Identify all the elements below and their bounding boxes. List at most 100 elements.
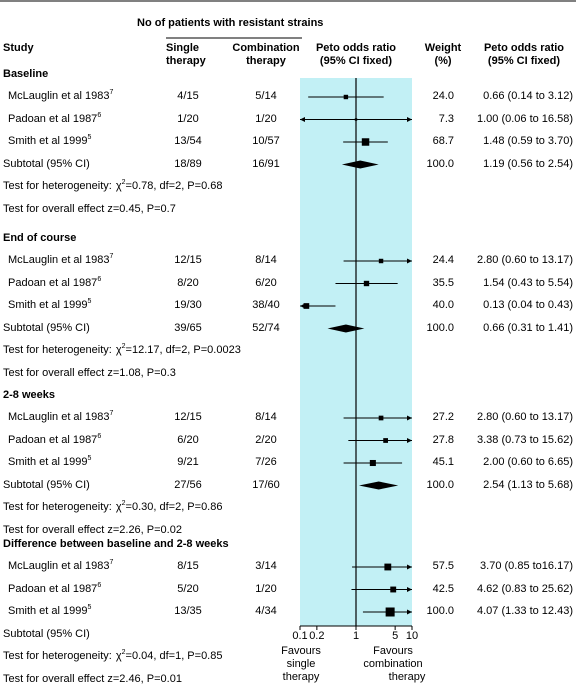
weight-value: 24.0 — [432, 90, 454, 102]
weight-value: 68.7 — [432, 135, 454, 147]
subtotal-single-count: 27/56 — [174, 478, 202, 491]
study-reference: 6 — [97, 432, 102, 440]
patients-column-header: No of patients with resistant strains — [137, 17, 324, 29]
chi-symbol: χ — [115, 180, 122, 192]
study-name: Smith et al 19995 — [8, 604, 92, 617]
subtotal-combination-count: 52/74 — [252, 321, 280, 334]
subtotal-ci-text: 1.19 (0.56 to 2.54) — [483, 157, 573, 170]
single-count: 5/20 — [177, 582, 199, 595]
study-reference: 7 — [109, 410, 114, 417]
odds-ratio-plot-header-line2: (95% CI fixed) — [319, 55, 393, 67]
single-count: 8/20 — [177, 276, 199, 289]
single-count: 13/35 — [174, 605, 202, 617]
study-name: Smith et al 19995 — [8, 134, 92, 147]
heterogeneity-stats: =12.17, df=2, P=0.0023 — [125, 344, 241, 356]
heterogeneity-test: Test for heterogeneity: χ2=0.78, df=2, P=… — [3, 179, 223, 193]
study-right-arrow — [407, 438, 412, 443]
subtotal-label: Subtotal (95% CI) — [3, 157, 90, 170]
study-right-arrow — [407, 564, 412, 570]
subtotal-diamond — [358, 481, 399, 490]
odds-ratio-ci-text: 1.00 (0.06 to 16.58) — [476, 112, 573, 125]
heterogeneity-stats: =0.04, df=1, P=0.85 — [125, 650, 223, 662]
study-name: Padoan et al 19876 — [8, 111, 102, 125]
study-name: McLauglin et al 19837 — [8, 89, 114, 102]
heterogeneity-prefix: Test for heterogeneity: — [3, 344, 112, 356]
weight-header-line2: (%) — [434, 55, 452, 67]
weight-value: 24.4 — [432, 254, 454, 266]
odds-ratio-ci-text: 0.66 (0.14 to 3.12) — [483, 90, 573, 102]
subtotal-ci-text: 0.66 (0.31 to 1.41) — [483, 321, 573, 334]
chi-square-exponent: 2 — [121, 649, 126, 656]
subtotal-label: Subtotal (95% CI) — [3, 627, 90, 640]
chi-symbol: χ — [115, 501, 122, 513]
odds-ratio-ci-text: 2.80 (0.60 to 13.17) — [476, 254, 573, 266]
study-right-arrow — [407, 117, 412, 122]
subtotal-weight: 100.0 — [426, 478, 454, 491]
single-header-line1: Single — [166, 42, 200, 54]
weight-header-line1: Weight — [424, 42, 462, 54]
study-reference: 7 — [109, 559, 114, 566]
heterogeneity-test: Test for heterogeneity: χ2=0.30, df=2, P=… — [3, 500, 223, 514]
combination-header-line2: therapy — [246, 55, 286, 67]
chi-symbol: χ — [115, 344, 122, 356]
odds-ratio-plot-header-line1: Peto odds ratio — [315, 42, 397, 54]
overall-effect-test: Test for overall effect z=0.45, P=0.7 — [3, 202, 176, 215]
combination-count: 38/40 — [252, 299, 280, 311]
subtotal-diamond — [327, 324, 365, 333]
weight-value: 40.0 — [432, 299, 454, 311]
x-tick-label: 5 — [392, 630, 399, 642]
favours-single-line1: Favours — [281, 645, 321, 657]
study-right-arrow — [407, 415, 412, 421]
combination-count: 8/14 — [255, 411, 277, 423]
favours-combination-line3: therapy — [388, 671, 426, 683]
study-reference: 7 — [109, 89, 114, 96]
single-count: 6/20 — [177, 433, 199, 446]
heterogeneity-stats: =0.78, df=2, P=0.68 — [125, 180, 223, 192]
subtotal-ci-text: 2.54 (1.13 to 5.68) — [483, 478, 573, 491]
weight-value: 7.3 — [438, 112, 454, 125]
combination-count: 3/14 — [255, 560, 277, 572]
odds-ratio-ci-text: 0.13 (0.04 to 0.43) — [483, 299, 573, 311]
single-therapy-header: Single therapy — [166, 42, 206, 68]
odds-ratio-ci-text: 2.80 (0.60 to 13.17) — [476, 411, 573, 423]
favours-combination-label: Favours combination therapy — [353, 645, 433, 684]
heterogeneity-prefix: Test for heterogeneity: — [3, 180, 112, 192]
combination-count: 1/20 — [255, 582, 277, 595]
favours-combination-line2: combination — [363, 658, 423, 670]
overall-effect-test: Test for overall effect z=2.46, P=0.01 — [3, 672, 182, 685]
combination-count: 1/20 — [255, 112, 277, 125]
study-point — [378, 415, 384, 421]
heterogeneity-test: Test for heterogeneity: χ2=0.04, df=1, P=… — [3, 649, 223, 663]
weight-value: 35.5 — [432, 276, 454, 289]
odds-ratio-ci-text: 3.70 (0.85 to16.17) — [480, 560, 573, 572]
overall-effect-test: Test for overall effect z=1.08, P=0.3 — [3, 366, 176, 379]
single-count: 4/15 — [177, 90, 199, 102]
x-tick-label: 0.1 — [292, 630, 308, 642]
study-point — [378, 258, 384, 264]
study-name: Padoan et al 19876 — [8, 581, 102, 595]
study-reference: 6 — [97, 275, 102, 283]
single-count: 12/15 — [174, 254, 202, 266]
favours-single-label: Favours single therapy — [276, 645, 326, 684]
subtotal-weight: 100.0 — [426, 157, 454, 170]
odds-ratio-ci-text: 4.62 (0.83 to 25.62) — [476, 582, 573, 595]
favours-single-line2: single — [286, 658, 316, 670]
study-right-arrow — [407, 258, 412, 264]
heterogeneity-prefix: Test for heterogeneity: — [3, 501, 112, 513]
study-point — [363, 280, 370, 287]
combination-count: 5/14 — [255, 90, 277, 102]
odds-ratio-plot-header: Peto odds ratio (95% CI fixed) — [300, 42, 412, 68]
heterogeneity-stats: =0.30, df=2, P=0.86 — [125, 501, 223, 513]
weight-value: 100.0 — [426, 605, 454, 617]
study-left-arrow — [300, 117, 305, 122]
chi-square-exponent: 2 — [121, 500, 126, 507]
odds-ratio-ci-header-line1: Peto odds ratio — [483, 42, 565, 54]
study-reference: 5 — [87, 298, 92, 305]
study-reference: 5 — [87, 134, 92, 141]
favours-single-line3: therapy — [282, 671, 320, 683]
subtotal-label: Subtotal (95% CI) — [3, 321, 90, 334]
study-column-header: Study — [3, 42, 34, 54]
single-count: 13/54 — [174, 135, 202, 147]
